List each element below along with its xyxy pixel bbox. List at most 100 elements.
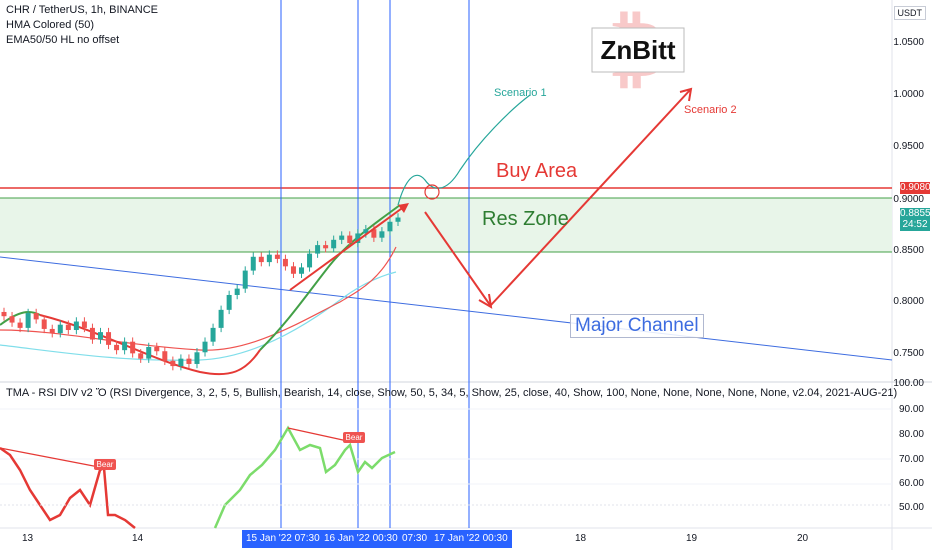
- candle-body: [122, 341, 128, 351]
- candle-body: [154, 346, 160, 352]
- candle-body: [234, 288, 240, 295]
- candle-body: [387, 221, 393, 232]
- price-tick: 0.7500: [893, 348, 924, 359]
- candle-body: [162, 351, 168, 361]
- candle-body: [274, 254, 280, 259]
- watermark-text: ZnBitt: [600, 35, 676, 65]
- time-tick: 18: [575, 533, 587, 544]
- major-channel-line: [0, 256, 893, 361]
- watermark-box: [591, 27, 685, 73]
- scenario2-up-head: [679, 87, 693, 102]
- candle-body: [339, 235, 345, 240]
- res-zone-fill: [0, 198, 892, 252]
- candle-body: [194, 352, 200, 364]
- price-tick: 0.8000: [893, 296, 924, 307]
- candle-body: [266, 254, 272, 263]
- candle-body: [258, 256, 264, 263]
- candle-body: [282, 258, 288, 267]
- time-highlight-2: 16 Jan '22 00:30: [320, 530, 402, 548]
- indicator-ema: EMA50/50 HL no offset: [6, 34, 120, 46]
- candle-body: [218, 309, 224, 328]
- rsi-tick: 60.00: [898, 478, 924, 489]
- time-highlight-1: 15 Jan '22 07:30: [242, 530, 324, 548]
- candle-body: [202, 341, 208, 353]
- scenario1-path: [397, 94, 531, 206]
- candle-body: [106, 332, 112, 345]
- candle-body: [226, 294, 232, 310]
- candle-body: [130, 341, 136, 354]
- candle-body: [49, 328, 55, 334]
- time-tick: 14: [132, 533, 144, 544]
- rsi-line-green: [213, 425, 396, 529]
- scenario2-down-head: [478, 293, 493, 309]
- candle-body: [146, 346, 152, 359]
- candle-body: [178, 358, 184, 367]
- price-tick: 1.0000: [893, 89, 924, 100]
- candle-body: [25, 313, 31, 328]
- candle-body: [379, 231, 385, 238]
- candle-body: [315, 245, 321, 254]
- ema-lower-line: [0, 271, 397, 361]
- candle-body: [299, 267, 305, 274]
- rsi-divergence-2: [287, 427, 353, 443]
- candle-body: [371, 229, 377, 238]
- rsi-divergence-1: [0, 447, 105, 469]
- candle-body: [33, 313, 39, 320]
- candle-body: [1, 311, 7, 317]
- candle-body: [9, 316, 15, 323]
- uptrend-arrow: [289, 205, 406, 291]
- candle-body: [347, 235, 353, 243]
- candle-body: [170, 360, 176, 367]
- scenario2-up-line: [490, 89, 691, 306]
- uptrend-arrowhead: [398, 203, 409, 213]
- price-tick: 0.9000: [893, 194, 924, 205]
- candle-body: [138, 353, 144, 359]
- candle-body: [331, 239, 337, 249]
- time-tick: 19: [686, 533, 698, 544]
- scenario2-label: Scenario 2: [684, 104, 737, 116]
- entry-circle: [424, 184, 440, 200]
- time-tick: 20: [797, 533, 809, 544]
- price-tick: 0.8500: [893, 245, 924, 256]
- buy-level-tag: 0.9080: [900, 182, 931, 194]
- rsi-tick: 50.00: [898, 502, 924, 513]
- candle-body: [355, 233, 361, 243]
- time-highlight-4: 17 Jan '22 00:30: [430, 530, 512, 548]
- rsi-indicator-title[interactable]: TMA - RSI DIV v2 Ὅ (RSI Divergence, 3, 2…: [6, 387, 898, 399]
- candle-body: [89, 327, 95, 340]
- buy-area-label: Buy Area: [496, 160, 578, 182]
- symbol-line: CHR / TetherUS, 1h, BINANCE: [6, 4, 159, 16]
- rsi-tick: 100.00: [893, 378, 924, 389]
- candle-body: [323, 245, 329, 249]
- candle-body: [210, 327, 216, 342]
- candle-body: [17, 322, 23, 328]
- indicator-hma: HMA Colored (50): [6, 19, 95, 31]
- bear-label-1: Bear: [96, 460, 114, 469]
- major-channel-label: Major Channel: [570, 314, 704, 338]
- time-highlight-3: 07:30: [398, 530, 432, 548]
- hma-line-red: [39, 314, 261, 376]
- rsi-line-red: [0, 446, 136, 529]
- candle-body: [65, 324, 71, 331]
- price-tick: 0.9500: [893, 141, 924, 152]
- scenario2-down-line: [424, 211, 491, 306]
- bear-tag-2: [343, 432, 365, 443]
- scenario1-label: Scenario 1: [494, 87, 547, 99]
- candle-body: [363, 229, 369, 234]
- candle-body: [73, 321, 79, 331]
- res-zone-label: Res Zone: [482, 208, 569, 230]
- candle-body: [81, 321, 87, 328]
- candle-body: [250, 256, 256, 271]
- bear-tag-1: [94, 459, 116, 470]
- price-tick: 1.0500: [893, 37, 924, 48]
- current-price-tag: 0.8855 24:52: [900, 208, 931, 231]
- currency-button[interactable]: USDT: [893, 6, 926, 20]
- candle-body: [57, 324, 63, 334]
- countdown-value: 24:52: [902, 219, 928, 230]
- rsi-tick: 90.00: [898, 404, 924, 415]
- candle-body: [242, 270, 248, 289]
- candle-body: [290, 266, 296, 274]
- time-tick: 13: [22, 533, 34, 544]
- rsi-tick: 80.00: [898, 429, 924, 440]
